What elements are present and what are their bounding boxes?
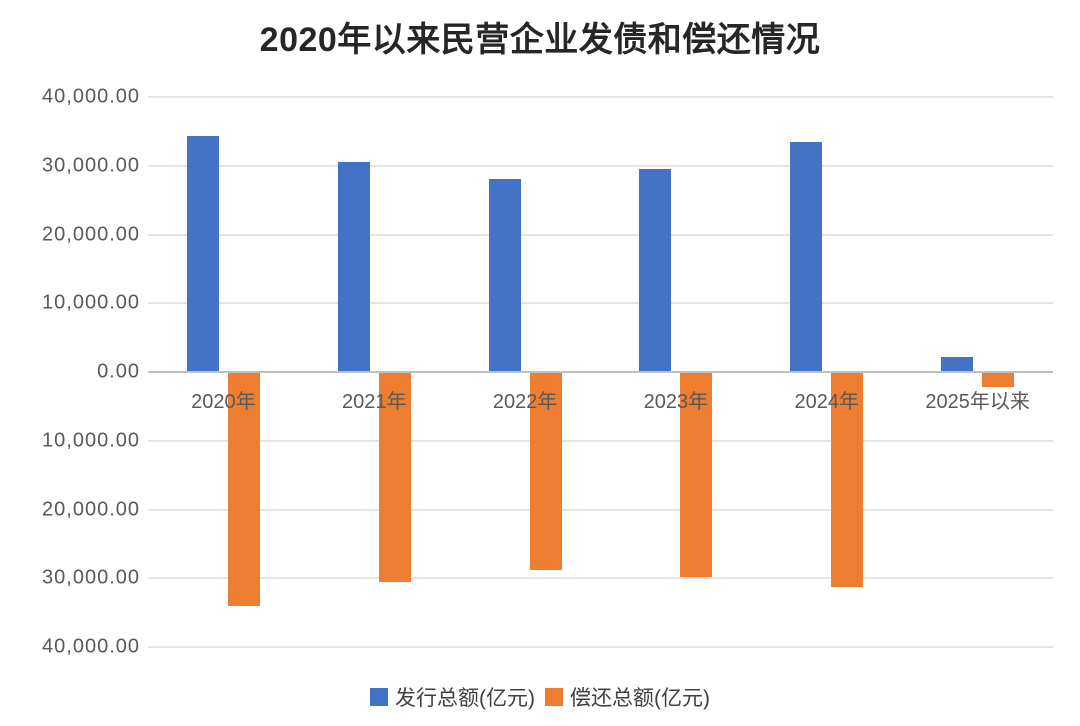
y-axis-tick-label: 40,000.00 — [42, 635, 140, 658]
y-axis-tick-label: 10,000.00 — [42, 429, 140, 452]
bar-issuance-2021年 — [337, 162, 370, 372]
bar-repayment-2024年 — [831, 372, 864, 588]
x-axis-category-label: 2023年 — [643, 391, 709, 413]
gridline — [148, 164, 1053, 167]
gridline — [148, 439, 1053, 442]
legend-item-issuance: 发行总额(亿元) — [370, 682, 535, 712]
gridline — [148, 233, 1053, 236]
legend-swatch-icon — [370, 688, 388, 706]
bar-repayment-2021年 — [378, 372, 411, 583]
gridline — [148, 302, 1053, 305]
bar-repayment-2022年 — [529, 372, 562, 571]
x-axis-category-label: 2024年 — [794, 391, 860, 413]
gridline — [148, 96, 1053, 98]
gridline — [148, 646, 1053, 648]
legend-label: 偿还总额(亿元) — [570, 687, 710, 710]
zero-axis-line — [148, 371, 1053, 373]
legend-label: 发行总额(亿元) — [395, 687, 535, 710]
y-axis-tick-label: 30,000.00 — [42, 566, 140, 589]
bar-repayment-2025年以来 — [982, 372, 1015, 388]
gridline — [148, 577, 1053, 580]
y-axis-tick-label: 40,000.00 — [42, 85, 140, 108]
y-axis-tick-label: 0.00 — [97, 360, 140, 383]
bar-issuance-2020年 — [186, 136, 219, 372]
bar-repayment-2020年 — [227, 372, 260, 607]
y-axis-tick-label: 30,000.00 — [42, 154, 140, 177]
gridline — [148, 508, 1053, 511]
x-axis-category-label: 2025年以来 — [925, 391, 1030, 413]
y-axis-tick-label: 20,000.00 — [42, 223, 140, 245]
bar-issuance-2023年 — [639, 169, 672, 372]
bar-issuance-2025年以来 — [941, 356, 974, 372]
chart-legend: 发行总额(亿元) 偿还总额(亿元) — [0, 682, 1080, 712]
x-axis-category-label: 2020年 — [191, 391, 256, 413]
y-axis-tick-label: 10,000.00 — [42, 291, 140, 314]
x-axis-category-label: 2021年 — [342, 391, 407, 413]
bar-issuance-2024年 — [790, 141, 823, 372]
y-axis-tick-label: 20,000.00 — [42, 498, 140, 520]
bar-repayment-2023年 — [680, 372, 713, 578]
legend-item-repayment: 偿还总额(亿元) — [545, 682, 710, 712]
legend-swatch-icon — [545, 688, 563, 706]
chart-title: 2020年以来民营企业发债和偿还情况 — [259, 21, 821, 59]
x-axis-category-label: 2022年 — [492, 391, 558, 413]
bar-issuance-2022年 — [488, 178, 521, 372]
